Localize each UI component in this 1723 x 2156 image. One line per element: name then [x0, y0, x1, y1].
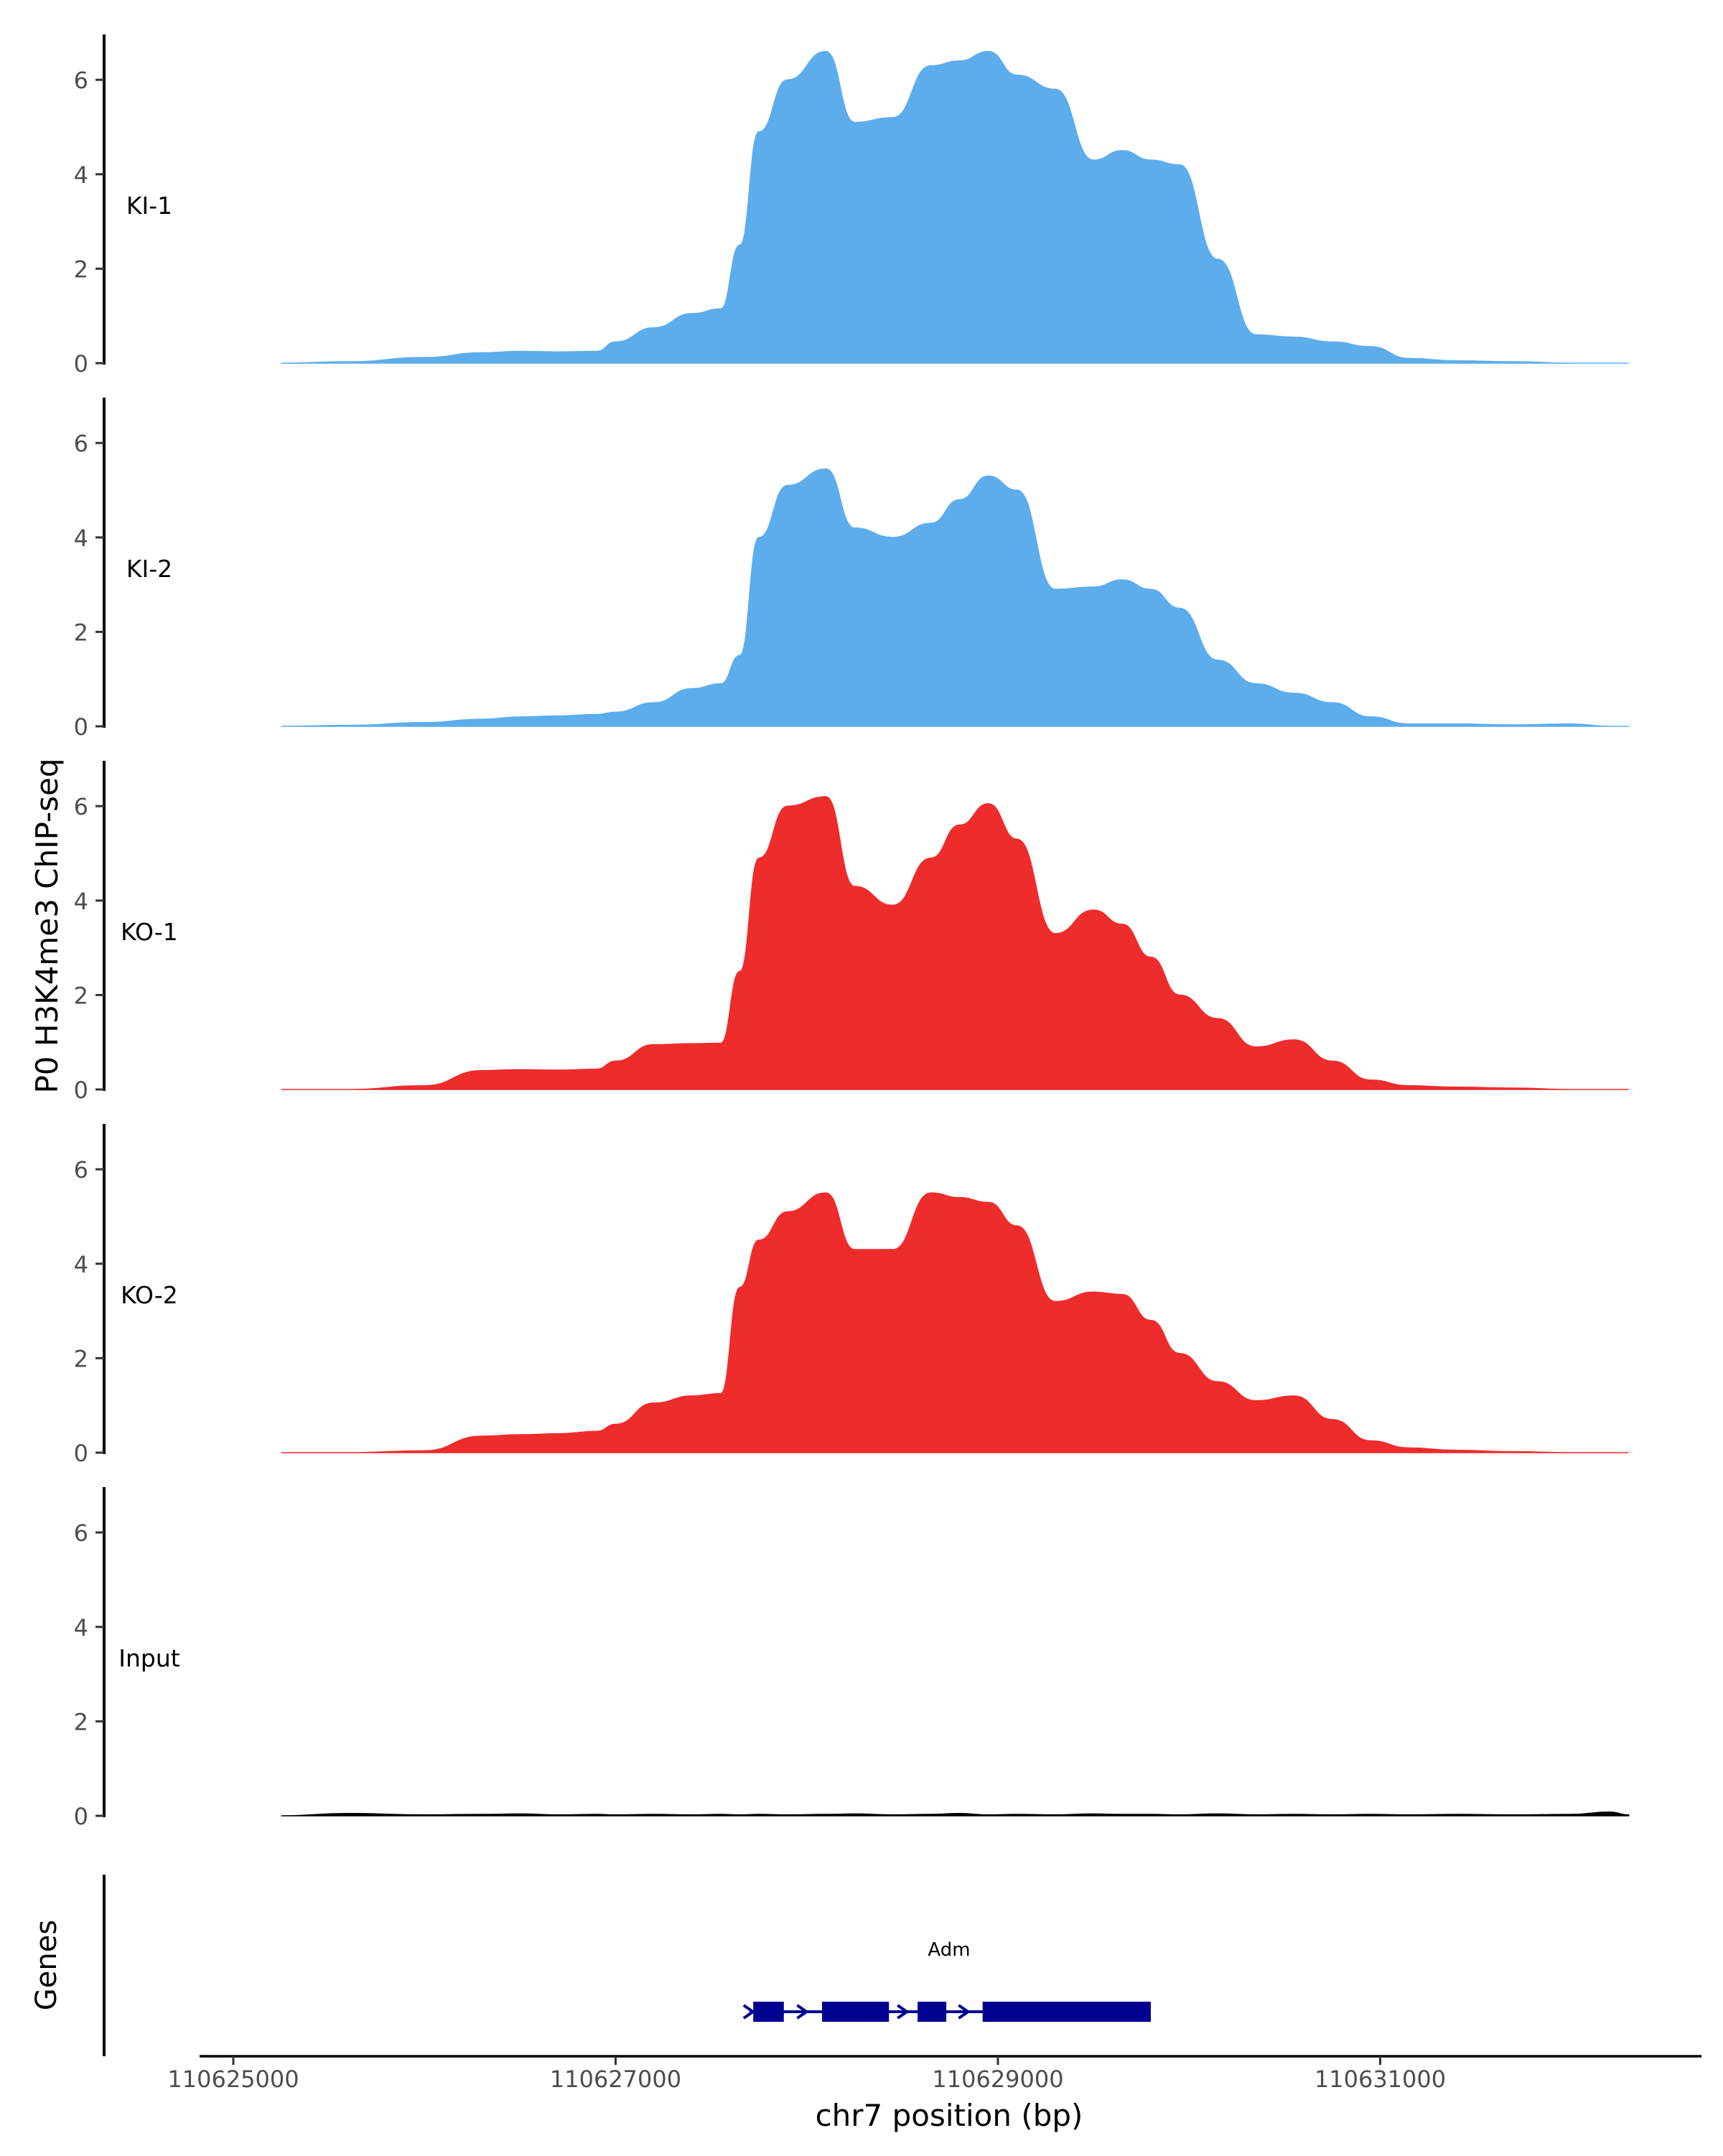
- track-label: KO-2: [121, 1281, 178, 1309]
- track-ko-1: 0 2 4 6 KO-1: [74, 761, 1629, 1104]
- track-ki-1: 0 2 4 6 KI-1: [74, 34, 1629, 378]
- strand-arrow: [742, 2004, 756, 2020]
- y-tick-label: 4: [74, 888, 88, 915]
- x-axis: 110625000 110627000 110629000 110631000 chr…: [167, 2055, 1701, 2133]
- y-tick-label: 4: [74, 1251, 88, 1278]
- signal-area-ko-2: [281, 1192, 1629, 1453]
- signal-area-ki-2: [281, 468, 1629, 727]
- x-tick-label: 110629000: [932, 2066, 1063, 2093]
- y-tick-label: 4: [74, 161, 88, 189]
- y-tick-label: 4: [74, 1614, 88, 1641]
- track-ki-2: 0 2 4 6 KI-2: [74, 398, 1629, 741]
- genes-track: Genes Adm: [30, 1875, 1151, 2056]
- strand-arrow: [958, 2004, 971, 2020]
- y-axis-title: P0 H3K4me3 ChIP-seq: [29, 758, 65, 1093]
- gene-model: [742, 2002, 1151, 2022]
- y-tick-label: 0: [74, 1440, 88, 1467]
- track-ko-2: 0 2 4 6 KO-2: [74, 1124, 1629, 1467]
- gene-exon: [917, 2002, 947, 2022]
- x-tick-label: 110627000: [550, 2066, 681, 2093]
- track-label: KI-1: [126, 192, 172, 220]
- track-label: Input: [118, 1644, 180, 1672]
- track-panels: 0 2 4 6 KI-1 0 2 4 6 KI-2 0 2 4 6 KO-1 0 2 4 6 KO-2 0 2 4 6 Inpu…: [74, 34, 1630, 1830]
- y-tick-label: 4: [74, 525, 88, 552]
- signal-area-input: [281, 1811, 1630, 1817]
- y-tick-label: 6: [74, 1519, 88, 1547]
- strand-arrow: [796, 2004, 809, 2020]
- y-tick-label: 6: [74, 67, 88, 94]
- y-tick-label: 6: [74, 430, 88, 457]
- signal-area-ki-1: [281, 50, 1629, 364]
- y-tick-label: 2: [74, 619, 88, 646]
- y-tick-label: 0: [74, 1803, 88, 1830]
- gene-exon: [982, 2002, 1151, 2022]
- y-tick-label: 2: [74, 1345, 88, 1372]
- x-ticks: 110625000 110627000 110629000 110631000: [167, 2056, 1446, 2093]
- x-axis-title: chr7 position (bp): [816, 2098, 1083, 2133]
- track-input: 0 2 4 6 Input: [74, 1487, 1630, 1830]
- x-tick-label: 110625000: [167, 2066, 299, 2093]
- strand-arrow: [897, 2004, 910, 2020]
- gene-exon: [822, 2002, 889, 2022]
- y-tick-label: 2: [74, 982, 88, 1009]
- y-tick-label: 0: [74, 1077, 88, 1104]
- y-tick-label: 2: [74, 1708, 88, 1735]
- y-tick-label: 6: [74, 793, 88, 820]
- gene-name-label: Adm: [928, 1939, 970, 1961]
- signal-area-ko-1: [281, 796, 1629, 1090]
- genes-label: Genes: [30, 1920, 63, 2010]
- track-label: KO-1: [121, 918, 178, 946]
- y-tick-label: 0: [74, 350, 88, 378]
- x-tick-label: 110631000: [1315, 2066, 1446, 2093]
- track-label: KI-2: [126, 555, 172, 583]
- y-tick-label: 6: [74, 1156, 88, 1184]
- y-tick-label: 0: [74, 713, 88, 741]
- gene-exon: [753, 2002, 784, 2022]
- y-tick-label: 2: [74, 256, 88, 283]
